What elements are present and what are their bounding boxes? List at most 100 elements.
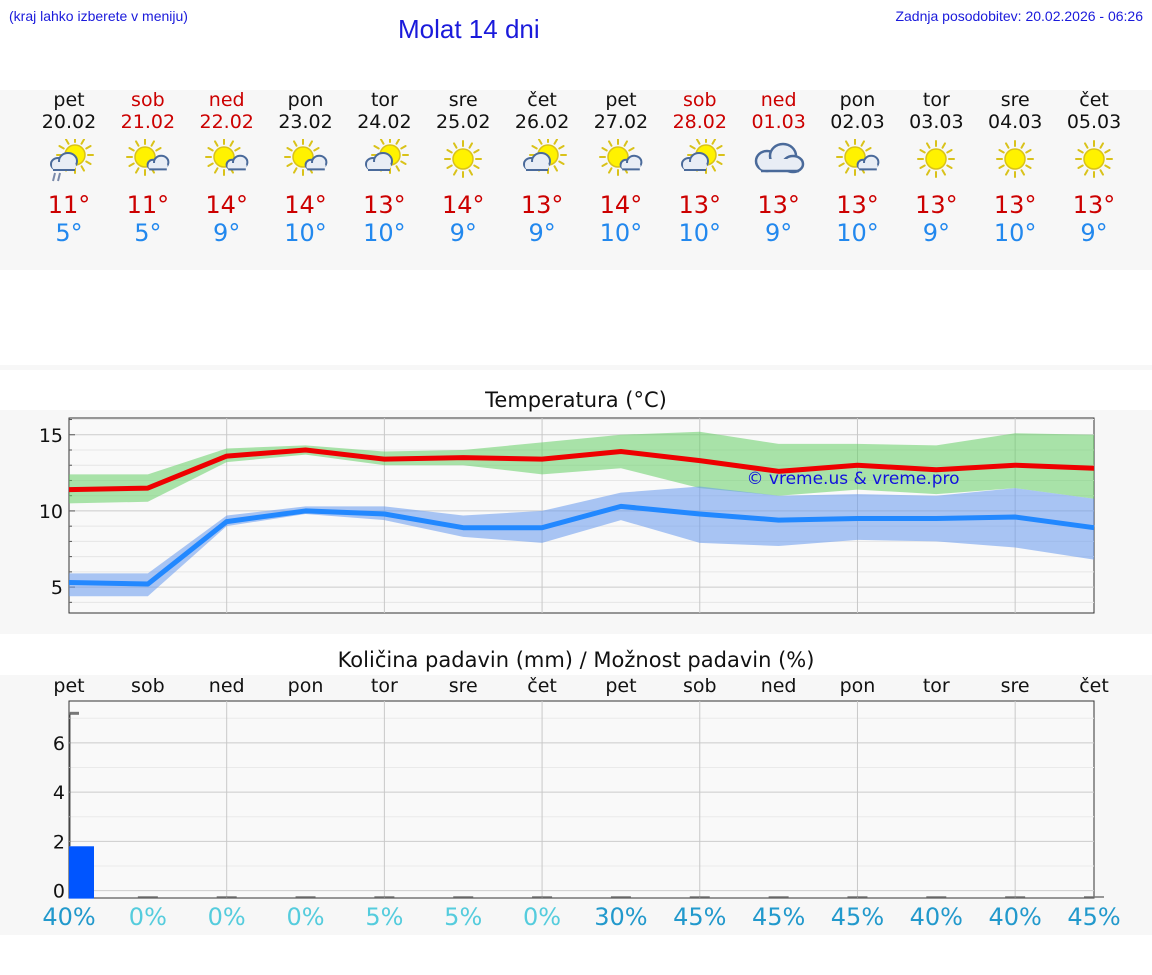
- sun-ray: [395, 139, 401, 145]
- weather-icon-slot: [818, 139, 898, 191]
- precipitation-day-label: sob: [131, 675, 165, 697]
- day-forecast: čet 26.02 13° 9°: [502, 89, 582, 247]
- min-temperature: 9°: [449, 219, 477, 247]
- weather-icon-slot: [739, 139, 819, 191]
- max-range-band: [69, 431, 1094, 504]
- precipitation-day-label: pet: [605, 675, 637, 697]
- sun-ray: [285, 147, 293, 152]
- max-temperature: 14°: [205, 191, 248, 219]
- rain-drop: [52, 172, 56, 182]
- min-temperature: 9°: [922, 219, 950, 247]
- precipitation-day-label: sre: [1000, 675, 1030, 697]
- separator: [0, 365, 1152, 370]
- weather-icon-slot: [896, 139, 976, 191]
- day-name: sre: [1000, 89, 1030, 111]
- day-date: 04.03: [987, 111, 1043, 133]
- watermark: © vreme.us & vreme.pro: [746, 469, 959, 489]
- day-name: ned: [208, 89, 245, 111]
- day-forecast: ned 22.02 14° 9°: [187, 89, 267, 247]
- precipitation-day-label: pon: [287, 675, 324, 697]
- precipitation-probability: 40%: [909, 903, 963, 931]
- sun-ray: [134, 140, 140, 147]
- sun-ray: [1084, 169, 1089, 176]
- y-tick-label: 15: [39, 425, 63, 447]
- day-name: čet: [1079, 89, 1109, 111]
- day-forecast: pon 23.02 14° 10°: [266, 89, 346, 247]
- precipitation-day-label: sre: [448, 675, 478, 697]
- sun-ray: [473, 164, 480, 169]
- sun-ray: [628, 147, 635, 152]
- sun-ray: [553, 165, 559, 172]
- max-temperature: 13°: [363, 191, 406, 219]
- sun-ray: [711, 139, 716, 145]
- sun-ray: [80, 165, 85, 172]
- day-name: sob: [683, 89, 717, 111]
- day-forecast: sob 21.02 11° 5°: [108, 89, 188, 247]
- sun-ray: [601, 162, 608, 167]
- sun-ray: [1025, 164, 1032, 169]
- sun-ray: [1104, 164, 1111, 169]
- precipitation-day-label: pon: [839, 675, 876, 697]
- sun-disc: [925, 148, 948, 170]
- sun-disc: [1004, 148, 1026, 170]
- min-temperature: 10°: [284, 219, 327, 247]
- day-name: pet: [605, 89, 637, 111]
- min-temperature: 10°: [363, 219, 406, 247]
- min-temperature-line: [68, 503, 1095, 587]
- sun-small-cloud-icon: [125, 139, 170, 176]
- precipitation-day-label: ned: [760, 675, 797, 697]
- day-name: pon: [839, 89, 876, 111]
- min-temperature: 5°: [134, 219, 162, 247]
- cloud-shape: [146, 154, 170, 171]
- sun-ray: [998, 164, 1005, 169]
- sun-ray: [446, 164, 453, 169]
- day-name: tor: [922, 89, 950, 111]
- cloud-shape: [754, 142, 804, 174]
- y-tick-label: 0: [53, 881, 65, 903]
- y-tick-label: 6: [53, 733, 65, 755]
- max-temperature: 13°: [1072, 191, 1116, 219]
- sun-ray: [473, 149, 480, 154]
- sun-ray: [553, 139, 559, 145]
- sun-disc: [452, 148, 474, 170]
- sun-ray: [689, 145, 696, 150]
- precipitation-probability: 30%: [594, 903, 648, 931]
- sun-ray: [207, 147, 214, 152]
- weather-icon-slot: [108, 139, 188, 191]
- precipitation-chart: 0 2 4 6: [53, 700, 1104, 903]
- day-forecast: tor 24.02 13° 10°: [344, 89, 424, 247]
- day-name: pon: [287, 89, 324, 111]
- min-temperature: 10°: [836, 219, 879, 247]
- cloud-shape: [304, 154, 327, 171]
- day-date: 22.02: [199, 111, 254, 133]
- day-date: 25.02: [436, 111, 491, 133]
- sun-ray: [844, 140, 849, 147]
- sun-ray: [1020, 142, 1026, 149]
- weather-icon-slot: [660, 139, 740, 191]
- sun-ray: [207, 162, 214, 167]
- day-name: sre: [448, 89, 478, 111]
- sun-ray: [558, 145, 565, 150]
- sun-ray: [1005, 142, 1010, 149]
- day-date: 05.03: [1066, 111, 1122, 133]
- sun-icon: [996, 140, 1035, 178]
- weather-icon-slot: [266, 139, 346, 191]
- sun-ray: [860, 140, 865, 147]
- day-name: tor: [370, 89, 398, 111]
- sun-ray: [128, 147, 135, 152]
- sun-cloud-icon: [365, 139, 410, 174]
- cloud-shape: [225, 154, 249, 171]
- max-temperature: 14°: [284, 191, 327, 219]
- sun-ray: [716, 145, 723, 150]
- max-temperature: 13°: [678, 191, 722, 219]
- sun-ray: [213, 167, 219, 174]
- day-date: 03.03: [909, 111, 964, 133]
- precipitation-probability: 45%: [751, 903, 806, 931]
- day-forecast: pet 20.02 11° 5°: [29, 89, 109, 247]
- day-name: sob: [131, 89, 165, 111]
- day-forecast: sre 04.03 13° 10°: [975, 89, 1055, 247]
- precipitation-day-label: sob: [682, 675, 717, 697]
- sun-ray: [213, 140, 219, 147]
- sun-ray: [134, 167, 140, 174]
- sun-small-cloud-icon: [204, 139, 249, 176]
